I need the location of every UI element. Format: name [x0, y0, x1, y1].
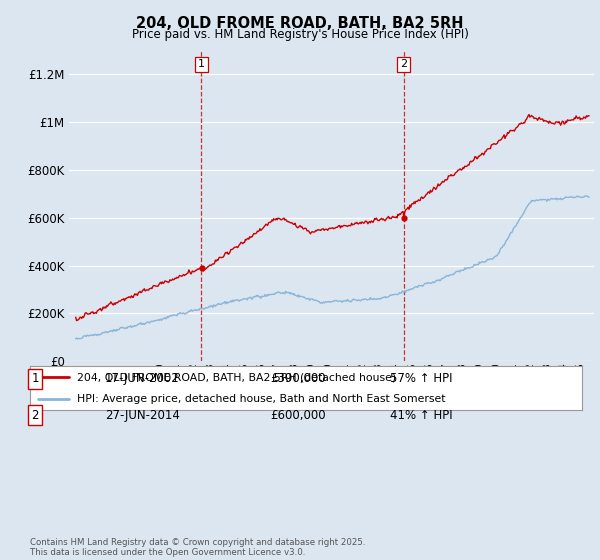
- Text: 2: 2: [31, 409, 39, 422]
- Text: 2: 2: [400, 59, 407, 69]
- Text: 1: 1: [198, 59, 205, 69]
- Text: Contains HM Land Registry data © Crown copyright and database right 2025.
This d: Contains HM Land Registry data © Crown c…: [30, 538, 365, 557]
- Text: 27-JUN-2014: 27-JUN-2014: [105, 409, 180, 422]
- Text: 41% ↑ HPI: 41% ↑ HPI: [390, 409, 452, 422]
- Text: 17-JUN-2002: 17-JUN-2002: [105, 372, 180, 385]
- Text: 204, OLD FROME ROAD, BATH, BA2 5RH (detached house): 204, OLD FROME ROAD, BATH, BA2 5RH (deta…: [77, 372, 396, 382]
- Text: 57% ↑ HPI: 57% ↑ HPI: [390, 372, 452, 385]
- Text: 204, OLD FROME ROAD, BATH, BA2 5RH: 204, OLD FROME ROAD, BATH, BA2 5RH: [136, 16, 464, 31]
- Text: Price paid vs. HM Land Registry's House Price Index (HPI): Price paid vs. HM Land Registry's House …: [131, 28, 469, 41]
- Text: 1: 1: [31, 372, 39, 385]
- Text: £600,000: £600,000: [270, 409, 326, 422]
- Text: £390,000: £390,000: [270, 372, 326, 385]
- Text: HPI: Average price, detached house, Bath and North East Somerset: HPI: Average price, detached house, Bath…: [77, 394, 445, 404]
